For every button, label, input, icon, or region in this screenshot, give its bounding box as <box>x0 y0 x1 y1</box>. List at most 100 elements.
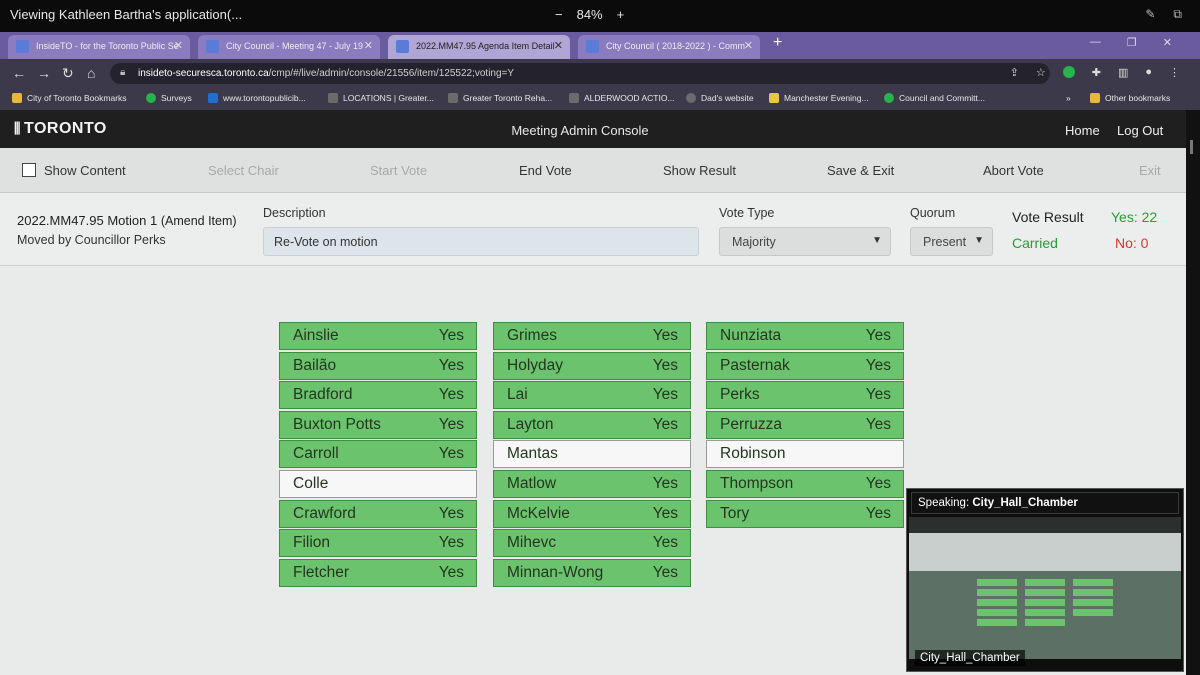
shared-screen-thumbnail <box>909 517 1181 659</box>
bookmark-item[interactable]: City of Toronto Bookmarks <box>12 93 127 103</box>
description-field[interactable]: Re-Vote on motion <box>263 227 699 256</box>
save-exit-button[interactable]: Save & Exit <box>827 163 895 178</box>
councillor-vote-row[interactable]: Carroll Yes <box>279 440 477 469</box>
bookmark-item[interactable]: Greater Toronto Reha... <box>448 93 552 103</box>
councillor-vote-row[interactable]: Matlow Yes <box>493 469 691 498</box>
browser-tab[interactable]: InsideTO - for the Toronto Public Se ✕ <box>8 35 190 59</box>
councillor-vote-row[interactable]: Perks Yes <box>706 381 904 410</box>
councillor-vote-row[interactable]: Pasternak Yes <box>706 351 904 380</box>
bookmark-item[interactable]: www.torontopublicib... <box>208 93 306 103</box>
more-bookmarks-button[interactable]: » <box>1066 93 1071 103</box>
logo-text: TORONTO <box>23 120 107 137</box>
councillor-vote-row[interactable]: Robinson <box>706 440 904 469</box>
councillor-vote-row[interactable]: Crawford Yes <box>279 499 477 528</box>
councillor-vote-row[interactable]: McKelvie Yes <box>493 499 691 528</box>
annotate-icon[interactable]: ✎ <box>1145 7 1156 21</box>
scrollbar-thumb[interactable] <box>1190 140 1193 154</box>
councillor-vote-row[interactable]: Lai Yes <box>493 381 691 410</box>
thumbnail-vote-cell <box>1073 579 1113 586</box>
select-chair-button[interactable]: Select Chair <box>208 163 279 178</box>
bookmark-item[interactable]: Manchester Evening... <box>769 93 869 103</box>
councillor-vote-row[interactable]: Grimes Yes <box>493 322 691 350</box>
vote-type-select[interactable]: Majority ▼ <box>719 227 891 256</box>
councillor-vote-row[interactable]: Bradford Yes <box>279 381 477 410</box>
councillor-vote-row[interactable]: Thompson Yes <box>706 469 904 498</box>
close-tab-icon[interactable]: ✕ <box>173 40 183 52</box>
councillor-vote-row[interactable]: Bailão Yes <box>279 351 477 380</box>
minimize-icon[interactable]: — <box>1089 36 1101 48</box>
show-content-checkbox[interactable] <box>22 163 36 177</box>
councillor-vote-row[interactable]: Layton Yes <box>493 410 691 439</box>
bookmark-label: Other bookmarks <box>1105 93 1171 103</box>
councillor-vote: Yes <box>652 563 678 581</box>
bookmark-item[interactable]: Council and Committ... <box>884 93 985 103</box>
popout-icon[interactable]: ⧉ <box>1173 7 1182 21</box>
councillor-vote: Yes <box>865 415 891 433</box>
thumbnail-vote-cell <box>977 599 1017 606</box>
show-result-button[interactable]: Show Result <box>663 163 736 178</box>
bookmark-star-icon[interactable]: ☆ <box>1035 67 1046 79</box>
share-icon[interactable]: ⇪ <box>1009 67 1019 79</box>
councillor-vote-row[interactable]: Perruzza Yes <box>706 410 904 439</box>
councillor-vote: Yes <box>438 445 464 463</box>
thumbnail-vote-cell <box>1073 609 1113 616</box>
home-link[interactable]: Home <box>1065 123 1100 138</box>
councillor-vote-row[interactable]: Fletcher Yes <box>279 558 477 587</box>
start-vote-button[interactable]: Start Vote <box>370 163 428 178</box>
motion-id: 2022.MM47.95 Motion 1 (Amend Item) <box>17 213 237 228</box>
restore-icon[interactable]: ❐ <box>1126 37 1137 49</box>
vote-outcome: Carried <box>1012 235 1058 251</box>
site-favicon-icon <box>769 93 779 103</box>
profile-icon[interactable]: ● <box>1145 66 1152 78</box>
abort-vote-button[interactable]: Abort Vote <box>983 163 1044 178</box>
forward-icon[interactable]: → <box>37 65 51 81</box>
councillor-vote-row[interactable]: Buxton Potts Yes <box>279 410 477 439</box>
tab-label: City Council - Meeting 47 - July 19 <box>226 41 364 51</box>
councillor-vote-row[interactable]: Ainslie Yes <box>279 322 477 350</box>
new-tab-icon[interactable]: + <box>773 34 783 51</box>
councillor-vote-row[interactable]: Tory Yes <box>706 499 904 528</box>
zoom-in-button[interactable]: + <box>616 7 625 22</box>
toronto-logo[interactable]: ⫼ TORONTO <box>14 120 107 138</box>
speaking-name: City_Hall_Chamber <box>972 497 1078 509</box>
bookmark-item[interactable]: Other bookmarks <box>1090 93 1170 103</box>
show-content-label[interactable]: Show Content <box>44 163 126 178</box>
browser-tab[interactable]: City Council ( 2018-2022 ) - Comm ✕ <box>578 35 760 59</box>
councillor-vote-row[interactable]: Colle <box>279 469 477 498</box>
vote-grid-area: Ainslie Yes Bailão Yes Bradford Yes Buxton Pot… <box>0 266 1186 675</box>
councillor-vote-row[interactable]: Mantas <box>493 440 691 469</box>
councillor-vote-row[interactable]: Filion Yes <box>279 529 477 558</box>
exit-button[interactable]: Exit <box>1139 163 1161 178</box>
sidepanel-icon[interactable]: ▥ <box>1117 67 1129 79</box>
councillor-name: Carroll <box>293 445 339 463</box>
extension-icon[interactable] <box>1062 66 1075 78</box>
bookmark-item[interactable]: Dad's website <box>686 93 754 103</box>
bookmark-item[interactable]: Surveys <box>146 93 192 103</box>
close-window-icon[interactable]: ✕ <box>1162 37 1172 49</box>
close-tab-icon[interactable]: ✕ <box>363 40 373 52</box>
councillor-vote-row[interactable]: Nunziata Yes <box>706 322 904 350</box>
reload-icon[interactable]: ↻ <box>62 65 74 81</box>
thumbnail-vote-cell <box>977 579 1017 586</box>
menu-kebab-icon[interactable]: ⋮ <box>1169 67 1180 79</box>
bookmark-item[interactable]: LOCATIONS | Greater... <box>328 93 434 103</box>
puzzle-extensions-icon[interactable]: ✚ <box>1091 67 1101 79</box>
page-scrollbar[interactable] <box>1186 110 1200 675</box>
url-bar[interactable]: 🔒︎ insideto-securesca.toronto.ca/cmp/#/l… <box>110 63 1050 84</box>
councillor-vote-row[interactable]: Holyday Yes <box>493 351 691 380</box>
home-icon[interactable]: ⌂ <box>87 65 96 81</box>
councillor-vote: Yes <box>438 415 464 433</box>
bookmark-item[interactable]: ALDERWOOD ACTIO... <box>569 93 675 103</box>
zoom-out-button[interactable]: − <box>555 7 563 22</box>
browser-tab-active[interactable]: 2022.MM47.95 Agenda Item Detail ✕ <box>388 35 570 59</box>
end-vote-button[interactable]: End Vote <box>519 163 572 178</box>
browser-tab[interactable]: City Council - Meeting 47 - July 19 ✕ <box>198 35 380 59</box>
close-tab-icon[interactable]: ✕ <box>553 40 563 52</box>
logout-link[interactable]: Log Out <box>1117 123 1164 138</box>
back-icon[interactable]: ← <box>12 65 26 81</box>
councillor-vote-row[interactable]: Minnan-Wong Yes <box>493 558 691 587</box>
close-tab-icon[interactable]: ✕ <box>743 40 753 52</box>
councillor-vote-row[interactable]: Mihevc Yes <box>493 529 691 558</box>
quorum-select[interactable]: Present ▼ <box>910 227 993 256</box>
speaker-video-tile[interactable]: Speaking: City_Hall_Chamber City_Hall_Ch… <box>906 488 1184 672</box>
